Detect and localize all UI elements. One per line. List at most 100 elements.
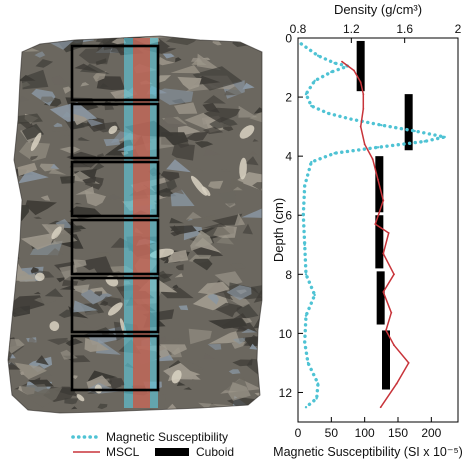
core-clast: [208, 180, 224, 189]
core-clast: [228, 36, 262, 40]
core-clast: [8, 186, 21, 196]
mscl-point: [390, 311, 393, 314]
core-clast: [185, 412, 195, 413]
core-clast: [87, 119, 104, 127]
core-pale-clast: [239, 125, 255, 139]
core-clast: [249, 150, 257, 155]
core-clast: [73, 113, 88, 126]
density-tick-label: 1.6: [396, 22, 413, 36]
core-clast: [33, 415, 44, 421]
susceptibility-axis-title: Magnetic Susceptibility (SI x 10⁻⁵): [273, 445, 463, 459]
mscl-point: [382, 252, 385, 255]
core-clast: [47, 337, 69, 345]
core-clast: [81, 268, 98, 274]
core-clast: [78, 47, 112, 65]
core-clast: [28, 379, 54, 387]
core-clast: [203, 148, 221, 156]
cuboid-bar: [382, 330, 390, 390]
core-clast: [106, 193, 123, 200]
core-clast: [183, 387, 192, 390]
magnetic-susceptibility-point: [316, 54, 320, 57]
core-clast: [50, 75, 70, 85]
core-clast: [28, 336, 37, 344]
core-clast: [191, 57, 203, 62]
cuboid-bar: [375, 215, 384, 269]
sample-boxes: [70, 44, 160, 392]
core-clast: [242, 82, 255, 90]
core-clast: [229, 294, 250, 308]
core-clast: [157, 259, 178, 269]
core-clast: [30, 155, 39, 161]
core-outline: [7, 35, 263, 414]
core-clast: [201, 214, 216, 222]
core-clast: [172, 284, 179, 289]
magnetic-susceptibility-point: [310, 104, 313, 108]
core-clast: [202, 223, 227, 228]
core-clast: [97, 153, 105, 157]
mscl-point: [363, 143, 366, 146]
core-clast: [97, 403, 108, 410]
core-clast: [8, 248, 12, 256]
mscl-point: [387, 232, 390, 234]
core-pale-clast: [76, 394, 85, 402]
mscl-point: [353, 69, 355, 72]
magnetic-susceptibility-point: [303, 341, 306, 344]
core-clast: [228, 369, 241, 375]
core-clast: [209, 116, 238, 130]
core-clast: [177, 76, 202, 90]
core-clast: [86, 375, 112, 389]
magnetic-susceptibility-point: [313, 293, 316, 297]
core-clast: [49, 102, 98, 122]
core-clast: [194, 141, 214, 148]
mscl-point: [395, 382, 398, 385]
cuboid-bar: [356, 40, 365, 92]
core-clast: [73, 259, 87, 268]
core-clast: [232, 186, 243, 191]
core-clast: [203, 107, 241, 123]
core-clast: [242, 223, 253, 235]
core-clast: [75, 137, 90, 141]
core-clast: [84, 190, 106, 207]
core-clast: [228, 382, 251, 401]
core-clast: [238, 105, 258, 118]
magnetic-susceptibility-point: [304, 92, 308, 96]
mscl-point: [385, 329, 387, 332]
cuboid-sample-box: [70, 102, 160, 160]
magnetic-susceptibility-point: [333, 152, 336, 155]
magnetic-susceptibility-point: [304, 406, 308, 409]
core-clast: [242, 317, 253, 324]
core-pale-clast: [108, 302, 123, 316]
core-clast: [35, 59, 54, 68]
legend-item-mscl: MSCL: [73, 445, 140, 459]
magnetic-susceptibility-point: [304, 273, 308, 276]
core-clast: [8, 141, 14, 145]
core-clast: [241, 207, 262, 219]
core-clast: [17, 162, 38, 177]
core-clast: [157, 56, 175, 66]
core-clast: [188, 328, 212, 345]
legend-item-magnetic: Magnetic Susceptibility: [71, 430, 228, 444]
core-clast: [21, 47, 40, 52]
legend: Magnetic Susceptibility MSCL Cuboid: [71, 430, 234, 459]
mscl-point: [377, 178, 379, 181]
core-clast: [40, 96, 55, 103]
core-clast: [96, 338, 121, 355]
core-clast: [215, 302, 244, 318]
core-clast: [230, 263, 246, 270]
core-clast: [253, 107, 262, 114]
core-clast: [8, 243, 18, 254]
density-axis: 0.8 1.2 1.6 2: [290, 22, 462, 43]
core-clast: [249, 343, 258, 350]
depth-tick-label: 0: [285, 32, 292, 46]
core-clast: [82, 176, 97, 184]
core-clast: [159, 344, 187, 355]
core-clast: [111, 37, 127, 45]
core-clast: [192, 258, 213, 271]
core-pale-clast: [49, 321, 60, 331]
core-clast: [211, 213, 243, 226]
core-clast: [210, 407, 237, 413]
core-pale-clast: [190, 175, 208, 196]
core-clast: [229, 177, 245, 190]
core-clast: [110, 412, 117, 413]
magnetic-susceptibility-point: [303, 184, 306, 187]
